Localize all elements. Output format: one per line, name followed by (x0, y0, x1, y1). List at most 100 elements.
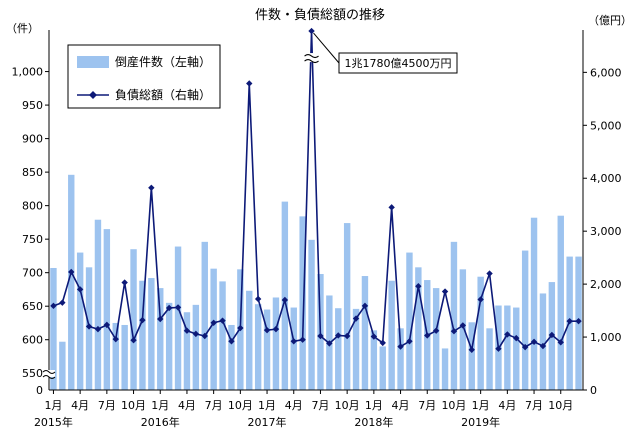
x-year-label-8: 2017年 (248, 415, 287, 429)
line-point-25 (272, 325, 280, 333)
line-point-15 (183, 327, 191, 334)
bar-33 (343, 223, 351, 390)
x-tick-label-11: 10月 (335, 399, 360, 412)
y-left-zero-label: 0 (36, 384, 43, 397)
bar-6 (103, 229, 111, 390)
bar-39 (397, 328, 404, 390)
bar-8 (121, 324, 128, 390)
axes-layer: 550 600 650 700 750 800 850 900 950 1,000 0 0 1,000 2… (12, 30, 622, 429)
line-point-26 (281, 296, 289, 304)
y-left-tick-label-6: 850 (22, 166, 43, 179)
legend: 倒産件数（左軸） 負債総額（右軸） (67, 44, 221, 109)
bar-22 (246, 290, 253, 390)
x-year-label-0: 2015年 (34, 415, 73, 429)
x-tick-label-19: 10月 (548, 399, 573, 412)
line-point-12 (157, 315, 164, 323)
series-break-mark-top (304, 54, 319, 59)
legend-line-label: 負債総額（右軸） (115, 87, 211, 102)
legend-bar-label: 倒産件数（左軸） (115, 54, 211, 69)
bar-26 (281, 201, 289, 390)
y-right-tick-label-1: 1,000 (590, 331, 622, 344)
bar-40 (406, 252, 413, 390)
y-left-tick-label-5: 800 (22, 200, 43, 213)
bar-34 (352, 308, 360, 390)
bar-11 (148, 278, 155, 390)
line-point-48 (477, 296, 484, 303)
x-year-label-16: 2019年 (461, 415, 500, 429)
bar-27 (290, 307, 297, 390)
x-tick-label-1: 4月 (71, 399, 89, 412)
line-point-6 (103, 321, 111, 329)
line-point-55 (539, 342, 547, 350)
legend-bar-swatch (77, 56, 109, 68)
line-point-39 (397, 343, 404, 350)
y-right-tick-label-0: 0 (590, 384, 597, 397)
axis-break-mark-bottom (42, 375, 56, 379)
line-point-0 (50, 302, 57, 310)
line-point-20 (228, 338, 235, 345)
line-point-41 (415, 283, 422, 290)
x-tick-label-9: 4月 (285, 399, 303, 412)
line-point-5 (94, 325, 102, 333)
line-point-59 (575, 317, 582, 325)
bar-5 (94, 219, 102, 390)
bar-13 (165, 302, 173, 390)
bar-52 (513, 307, 520, 390)
line-point-40 (406, 338, 413, 345)
y-left-tick-label-8: 950 (22, 99, 43, 112)
line-point-22 (246, 80, 253, 87)
line-point-2 (68, 268, 75, 276)
line-point-18 (210, 319, 217, 326)
annotation-leader (313, 32, 340, 64)
x-tick-label-6: 7月 (205, 399, 223, 412)
bar-37 (379, 346, 386, 390)
line-point-46 (459, 322, 467, 329)
x-tick-label-17: 4月 (498, 399, 516, 412)
bar-48 (477, 276, 484, 390)
line-point-56 (548, 331, 556, 339)
bar-36 (370, 330, 378, 390)
bar-10 (139, 280, 146, 390)
bar-35 (361, 276, 369, 390)
line-point-24 (263, 326, 271, 334)
line-point-13 (165, 304, 173, 312)
bar-44 (441, 348, 449, 390)
x-tick-label-7: 10月 (228, 399, 253, 412)
bar-32 (335, 308, 342, 390)
line-point-1 (59, 299, 66, 306)
line-point-42 (424, 332, 431, 339)
y-left-tick-label-2: 650 (22, 300, 43, 313)
y-right-tick-label-2: 2,000 (590, 278, 622, 291)
line-point-49 (486, 270, 493, 277)
annotation-box (338, 52, 458, 74)
x-tick-label-3: 10月 (121, 399, 146, 412)
line-point-8 (121, 279, 128, 286)
bar-57 (557, 215, 564, 390)
line-point-9 (130, 337, 137, 344)
y-left-unit: （件） (6, 22, 39, 35)
bar-49 (486, 328, 493, 390)
x-tick-label-18: 7月 (525, 399, 543, 412)
y-right-tick-label-5: 5,000 (590, 119, 622, 132)
axis-break-mask (43, 370, 55, 377)
x-year-label-12: 2018年 (354, 415, 393, 429)
line-point-44 (441, 288, 449, 295)
y-left-tick-label-1: 600 (22, 334, 43, 347)
bar-55 (539, 293, 547, 390)
bar-3 (76, 252, 84, 390)
y-left-tick-label-4: 750 (22, 233, 43, 246)
chart-title: 件数・負債総額の推移 (255, 8, 385, 23)
y-right-unit: （億円） (588, 14, 632, 27)
bar-25 (272, 297, 280, 390)
line-point-28 (299, 336, 306, 343)
y-right-tick-label-3: 3,000 (590, 225, 622, 238)
legend-line-marker (89, 91, 97, 99)
bar-54 (530, 217, 538, 390)
line-point-4 (85, 323, 93, 330)
y-left-tick-label-3: 700 (22, 267, 43, 280)
line-point-10 (139, 316, 146, 324)
bar-46 (459, 269, 467, 390)
line-point-50 (495, 345, 502, 352)
line-point-29 (308, 27, 315, 35)
